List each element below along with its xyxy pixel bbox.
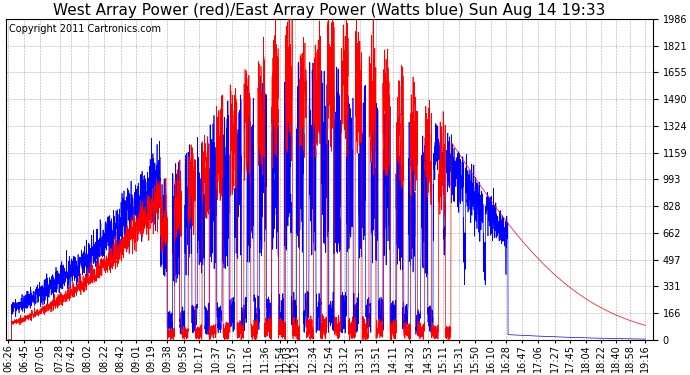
Text: Copyright 2011 Cartronics.com: Copyright 2011 Cartronics.com <box>9 24 161 34</box>
Title: West Array Power (red)/East Array Power (Watts blue) Sun Aug 14 19:33: West Array Power (red)/East Array Power … <box>53 3 605 18</box>
